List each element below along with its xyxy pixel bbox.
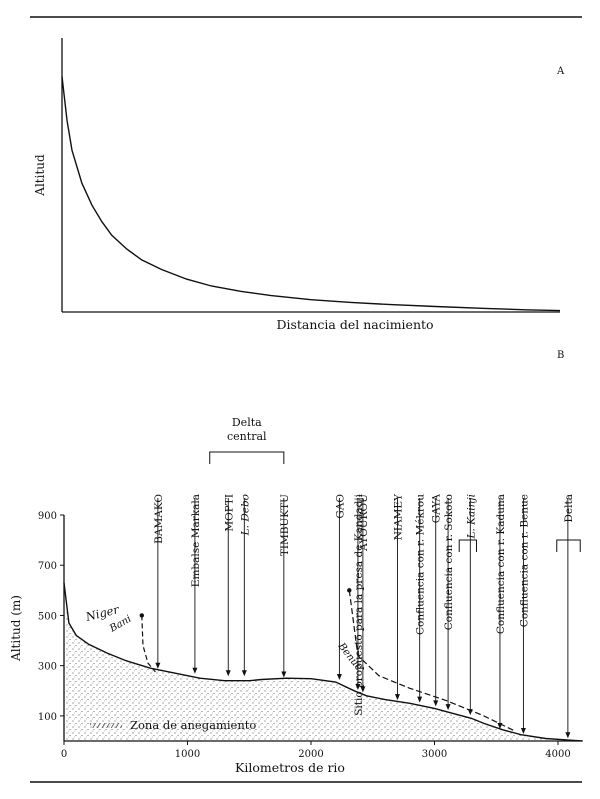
place-label: Sitio propuesto para la presa de Kandadj… (353, 493, 365, 715)
arrow-head (565, 732, 571, 739)
panel-a-curve (61, 76, 561, 312)
bracket (209, 451, 285, 464)
bracket-label: Delta (232, 416, 262, 429)
benue-source-dot (347, 588, 352, 593)
place-label: Confluencia con r. Mékrou (415, 494, 427, 635)
y-tick-label: 900 (38, 511, 57, 522)
arrow-head (192, 667, 198, 674)
flood-zone-label: Zona de anegamiento (130, 718, 256, 732)
panel-a-x-label: Distancia del nacimiento (276, 317, 433, 332)
place-label: Embalse Markala (190, 494, 202, 587)
x-tick-label: 2000 (298, 749, 323, 760)
arrow-head (497, 722, 503, 729)
y-tick-label: 500 (38, 611, 57, 622)
arrow-head (520, 727, 526, 734)
panel-a: A Altitud Distancia del nacimiento (33, 38, 565, 332)
flood-zone-swatch (90, 723, 122, 728)
panel-b-y-label: Altitud (m) (9, 595, 23, 662)
y-tick-label: 100 (38, 712, 57, 723)
arrow-head (433, 700, 439, 707)
bracket-label: central (227, 430, 267, 443)
panel-a-y-label: Altitud (33, 154, 47, 197)
place-label: Confluencia con r. Kaduna (495, 494, 507, 634)
arrow-head (360, 686, 366, 693)
place-label: L. Kainji (465, 494, 477, 540)
place-label: MOPTI (223, 494, 235, 532)
arrow-head (225, 670, 231, 677)
y-tick-label: 700 (38, 561, 57, 572)
bracket (556, 539, 581, 552)
place-label: GAO (334, 494, 346, 519)
arrow-head (394, 694, 400, 701)
place-label: TIMBUKTU (279, 494, 291, 556)
arrow-head (281, 671, 287, 678)
arrow-head (355, 684, 361, 691)
place-label: Delta (563, 494, 575, 522)
bracket (458, 539, 477, 552)
x-tick-label: 4000 (545, 749, 570, 760)
place-label: AYOUROU (358, 494, 370, 552)
place-label: L. Debo (239, 494, 251, 536)
arrow-head (155, 662, 161, 669)
bani-source-dot (139, 613, 145, 618)
panel-b-place-labels: BAMAKO Embalse Markala MOPTI L. Debo TIMBUKT… (153, 493, 575, 739)
arrow-head (241, 670, 247, 677)
river-bed-fill (64, 582, 583, 741)
arrow-head (417, 696, 423, 703)
y-tick-label: 300 (38, 662, 57, 673)
x-tick-label: 1000 (175, 749, 200, 760)
panel-b: B 0 1000 2000 3000 4000 100 300 500 700 900 BAMAK… (9, 350, 583, 775)
place-label: NIAMEY (392, 493, 404, 540)
panel-b-x-label: Kilometros de rio (235, 760, 345, 775)
bani-profile-line (141, 615, 156, 673)
arrow-head (467, 709, 473, 716)
place-label: Confluencia con r. Benue (518, 494, 530, 627)
panel-a-letter: A (556, 66, 565, 77)
niger-profile-line (63, 582, 583, 742)
arrow-head (336, 673, 342, 680)
place-label: GAYA (431, 494, 443, 524)
place-label: Confluencia con r. Sokoto (443, 494, 455, 630)
panel-b-ticks: 0 1000 2000 3000 4000 100 300 500 700 900 (38, 511, 571, 760)
panel-b-letter: B (557, 350, 564, 361)
place-label: BAMAKO (153, 494, 165, 544)
arrow-head (445, 704, 451, 711)
x-tick-label: 0 (61, 749, 67, 760)
x-tick-label: 3000 (422, 749, 447, 760)
